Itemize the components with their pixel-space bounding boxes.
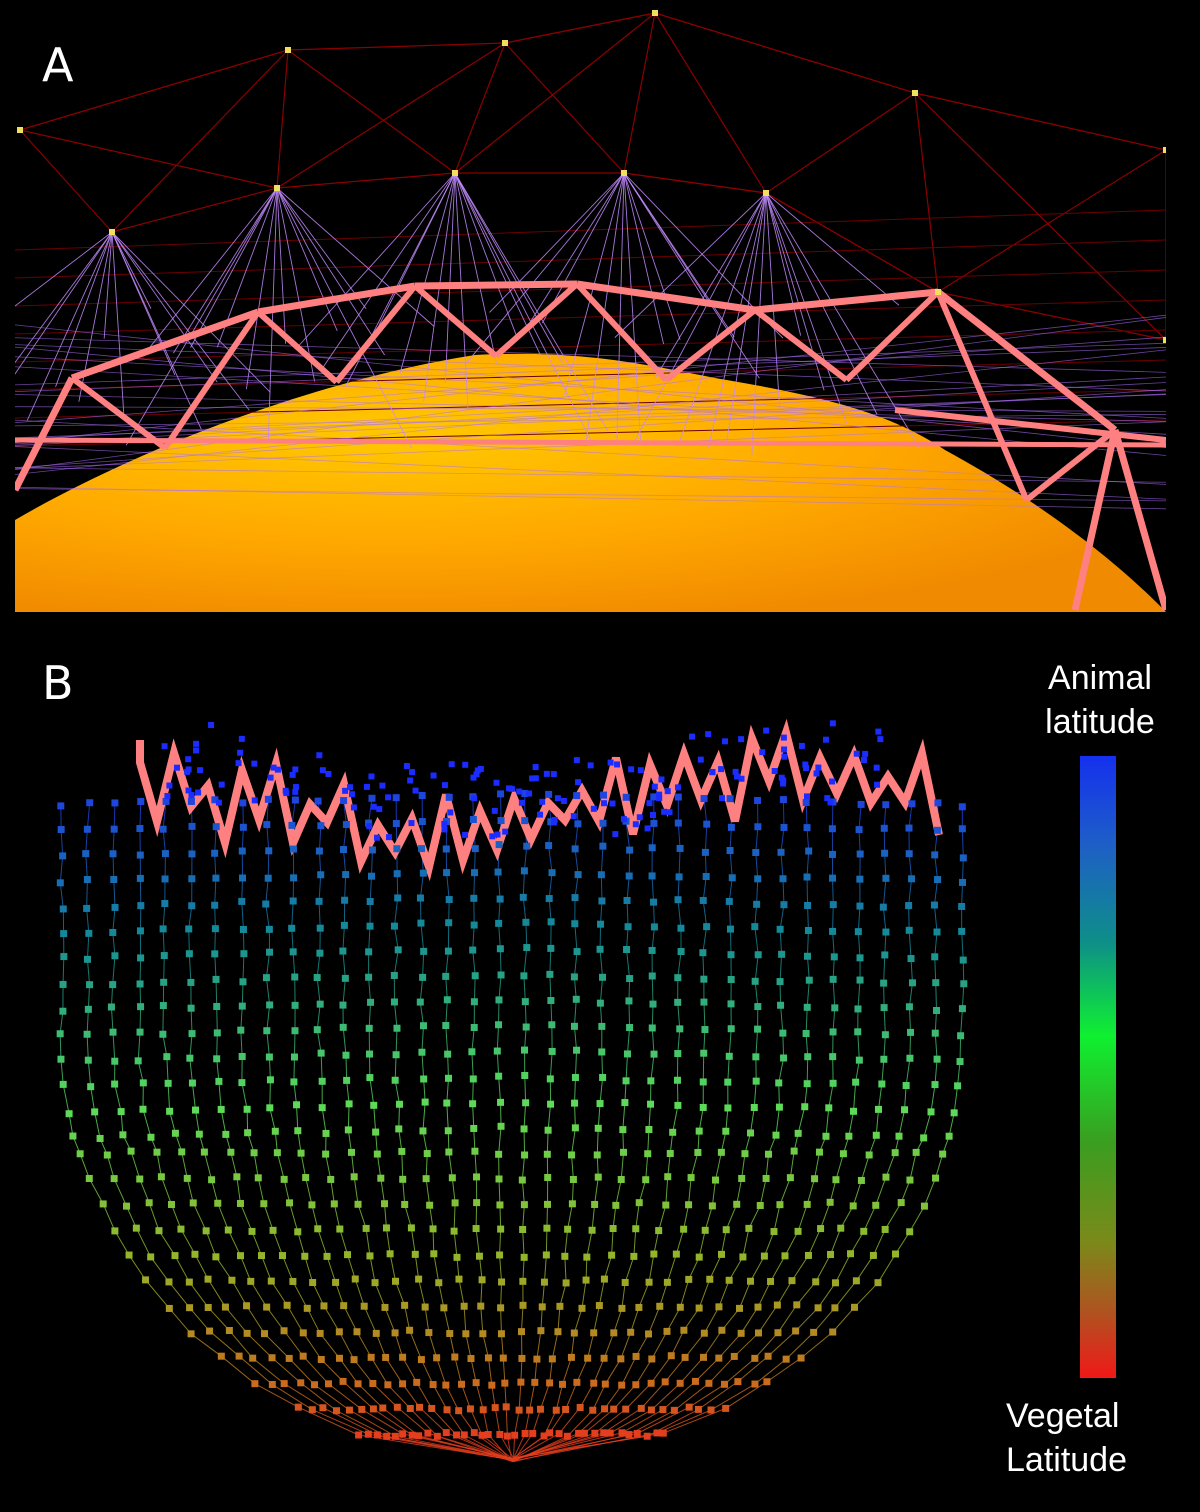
colorbar-top-label-line1: Animal xyxy=(1048,659,1152,697)
panel-a-network-render xyxy=(15,10,1166,612)
colorbar-top-label-line2: latitude xyxy=(1045,703,1155,741)
colorbar-bottom-label-line2: Latitude xyxy=(1006,1441,1127,1479)
panel-b-label: B xyxy=(42,656,74,710)
panel-b-render xyxy=(50,700,1030,1480)
panel-a-label: A xyxy=(42,38,74,92)
colorbar-bottom-label-line1: Vegetal xyxy=(1006,1397,1120,1435)
colorbar-bottom-label: Vegetal Latitude xyxy=(1006,1394,1166,1482)
latitude-colorbar xyxy=(1080,756,1116,1378)
yolk-surface xyxy=(15,353,1166,612)
panel-b-mesh-render xyxy=(56,718,968,1463)
colorbar-top-label: Animal latitude xyxy=(1020,656,1180,744)
panel-a-render xyxy=(15,10,1166,612)
